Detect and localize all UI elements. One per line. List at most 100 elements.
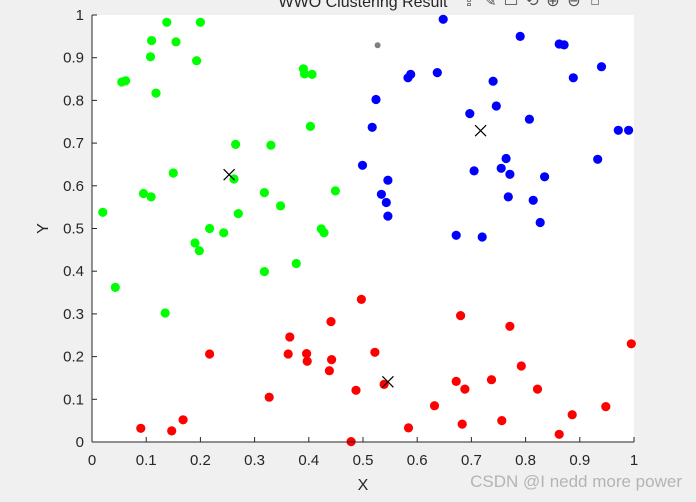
data-point	[497, 416, 507, 426]
data-point	[171, 37, 181, 47]
data-point	[465, 109, 475, 119]
data-point	[496, 163, 506, 173]
data-point	[283, 349, 293, 359]
data-point	[138, 188, 149, 199]
x-tick-label: 0.9	[569, 452, 590, 469]
data-point	[379, 379, 389, 389]
data-point	[330, 186, 340, 196]
data-point	[374, 42, 381, 49]
data-point	[505, 321, 515, 331]
data-point	[528, 195, 538, 205]
x-tick-label: 0.1	[136, 452, 157, 469]
zoom-in-icon[interactable]: ⊕	[546, 0, 560, 10]
data-point	[356, 294, 366, 304]
y-tick-label: 0.5	[63, 221, 84, 238]
data-point	[515, 31, 525, 41]
data-point	[276, 201, 286, 211]
data-point	[457, 419, 467, 429]
data-point	[160, 308, 170, 318]
home-icon[interactable]: ⌂	[590, 0, 600, 9]
y-tick-label: 0.1	[63, 391, 84, 408]
datatip-icon[interactable]: ▭	[503, 0, 519, 10]
data-point	[302, 356, 312, 366]
data-point	[145, 52, 156, 62]
data-point	[231, 139, 241, 149]
centroid-markers	[223, 124, 487, 388]
data-point	[285, 332, 295, 342]
data-point	[291, 258, 301, 269]
plot-area	[92, 15, 634, 442]
centroid-marker	[474, 124, 487, 137]
export-icon[interactable]: ⇪	[462, 0, 476, 10]
data-point	[367, 122, 377, 132]
brush-icon[interactable]: ✎	[483, 0, 497, 10]
data-point	[371, 94, 381, 105]
x-tick-label: 0.2	[190, 452, 211, 469]
data-point	[486, 375, 497, 385]
data-point	[567, 410, 577, 420]
data-point	[233, 209, 243, 219]
data-point	[477, 232, 487, 242]
data-point	[524, 114, 535, 124]
data-point	[146, 192, 156, 202]
data-point	[194, 246, 204, 256]
data-point	[383, 175, 393, 185]
data-point	[469, 166, 479, 176]
data-point	[501, 153, 511, 164]
y-axis-label: Y	[35, 223, 52, 234]
axis-labels: X Y	[35, 223, 369, 494]
data-point	[302, 349, 312, 359]
x-tick-label: 0.5	[353, 452, 374, 469]
data-point	[488, 76, 498, 86]
data-point	[406, 69, 416, 79]
data-point	[516, 361, 526, 371]
x-tick-label: 0.4	[298, 452, 319, 469]
data-point	[324, 366, 334, 376]
x-tick-label: 0	[88, 452, 96, 469]
y-tick-label: 0.8	[63, 92, 84, 109]
data-point	[593, 154, 603, 164]
data-point	[624, 125, 634, 135]
data-point	[383, 211, 393, 221]
data-point	[351, 385, 361, 395]
data-point	[376, 189, 386, 199]
x-tick-label: 1	[630, 452, 638, 469]
x-tick-label: 0.7	[461, 452, 482, 469]
data-point	[205, 349, 215, 359]
data-point	[299, 69, 310, 79]
data-point	[491, 101, 501, 111]
data-point	[432, 68, 442, 78]
data-point	[381, 197, 391, 208]
zoom-out-icon[interactable]: ⊖	[567, 0, 581, 10]
data-point	[178, 415, 188, 425]
data-point	[205, 223, 215, 234]
data-point	[190, 238, 200, 248]
data-point	[370, 347, 380, 357]
data-point	[505, 169, 515, 179]
y-tick-label: 0	[76, 434, 84, 451]
scatter-markers	[98, 14, 636, 447]
data-point	[554, 429, 564, 439]
data-point	[357, 160, 368, 170]
data-point	[266, 140, 276, 150]
data-point	[136, 423, 146, 433]
data-point	[192, 56, 202, 66]
data-point	[568, 73, 578, 83]
rotate-icon[interactable]: ⟲	[525, 0, 539, 10]
data-point	[460, 384, 470, 394]
axes-toolbar: ⇪ ✎ ▭ ⟲ ⊕ ⊖ ⌂	[460, 0, 604, 12]
data-point	[319, 228, 329, 238]
data-point	[110, 282, 120, 292]
data-point	[601, 402, 611, 412]
y-tick-label: 0.3	[63, 306, 84, 323]
data-point	[167, 426, 177, 436]
data-point	[98, 207, 108, 217]
y-tick-label: 0.6	[63, 178, 84, 195]
x-tick-label: 0.3	[244, 452, 265, 469]
axes: 0 0.1 0.2 0.3 0.4 0.5 0.6 0.7 0.8 0.9 1 0 0.1 0.2 0.3 0…	[63, 7, 638, 469]
y-tick-label: 0.4	[63, 263, 84, 280]
x-axis-label: X	[358, 477, 369, 494]
chart-title: WWO Clustering Result	[279, 0, 448, 11]
data-point	[121, 76, 131, 86]
data-point	[559, 40, 569, 50]
